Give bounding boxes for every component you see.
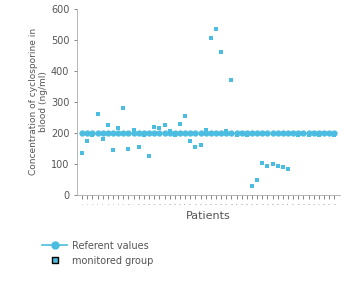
Point <box>131 127 136 132</box>
Point <box>285 166 291 171</box>
Point <box>100 137 106 141</box>
Point <box>198 143 203 148</box>
Point <box>146 154 152 159</box>
Point <box>270 162 275 166</box>
Point <box>311 131 316 135</box>
Point <box>234 132 239 137</box>
Point <box>239 131 245 135</box>
Point <box>254 177 260 182</box>
Point <box>105 123 111 127</box>
Point <box>141 132 147 137</box>
Point <box>280 165 286 169</box>
Point <box>193 145 198 149</box>
Point <box>182 114 188 118</box>
Y-axis label: Concentration of cyclosporine in
blood (ng/ml): Concentration of cyclosporine in blood (… <box>29 28 48 175</box>
Point <box>213 26 219 31</box>
Point <box>203 127 209 132</box>
Point <box>156 126 162 131</box>
Point <box>188 138 193 143</box>
Point <box>275 163 281 168</box>
Point <box>331 132 337 137</box>
Point <box>321 131 327 135</box>
Point <box>126 146 131 151</box>
Point <box>110 148 116 152</box>
Point <box>172 132 177 137</box>
Point <box>120 106 126 110</box>
Point <box>79 151 85 156</box>
Point <box>259 160 265 165</box>
Point <box>295 132 301 137</box>
Point <box>223 129 229 134</box>
Legend: Referent values, monitored group: Referent values, monitored group <box>42 241 153 266</box>
Point <box>84 138 90 143</box>
Point <box>229 78 234 82</box>
Point <box>327 131 332 135</box>
Point <box>90 132 95 137</box>
Point <box>208 36 213 40</box>
Point <box>95 112 100 117</box>
Point <box>316 132 322 137</box>
Point <box>301 131 306 135</box>
Point <box>136 145 141 149</box>
Point <box>152 125 157 129</box>
Point <box>244 132 250 137</box>
Point <box>177 121 183 126</box>
Point <box>162 123 167 127</box>
Point <box>290 131 296 135</box>
Point <box>116 126 121 131</box>
Point <box>265 163 270 168</box>
X-axis label: Patients: Patients <box>186 211 231 221</box>
Point <box>167 129 173 134</box>
Point <box>306 132 312 137</box>
Point <box>218 50 224 55</box>
Point <box>249 184 255 188</box>
